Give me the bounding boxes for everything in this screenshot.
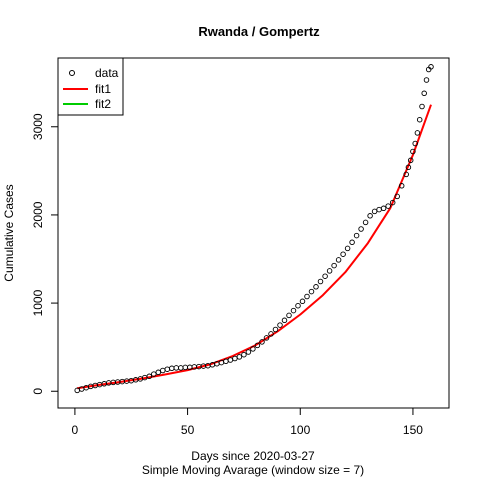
data-point (169, 365, 175, 372)
data-point (331, 262, 337, 269)
legend-data-marker (69, 70, 75, 76)
data-point (74, 387, 80, 394)
data-point (182, 364, 189, 371)
data-point (223, 358, 229, 365)
x-tick-label: 0 (72, 423, 79, 437)
data-point (151, 371, 157, 377)
y-axis: 0 1000 2000 3000 (31, 113, 58, 395)
legend-data-label: data (95, 66, 119, 80)
data-point (371, 208, 378, 215)
data-point (164, 366, 171, 372)
y-axis-label: Cumulative Cases (2, 184, 16, 281)
y-tick-label: 3000 (31, 113, 45, 140)
chart-title: Rwanda / Gompertz (198, 24, 320, 39)
data-point (272, 326, 279, 333)
x-tick-label: 50 (181, 423, 195, 437)
data-point (389, 199, 396, 206)
data-point (353, 232, 360, 239)
data-point (268, 331, 274, 337)
data-point (236, 354, 243, 360)
data-point (423, 77, 430, 83)
data-point (385, 203, 391, 209)
legend-fit2-label: fit2 (95, 97, 111, 111)
legend-fit1-label: fit1 (95, 82, 111, 96)
data-point (308, 288, 315, 295)
data-point (286, 312, 292, 319)
data-point (419, 103, 425, 110)
data-point (304, 293, 310, 300)
legend: data fit1 fit2 (57, 57, 124, 116)
data-point (358, 226, 364, 232)
data-point (414, 130, 421, 136)
data-point (290, 307, 297, 314)
data-point (340, 251, 346, 257)
y-tick-label: 1000 (31, 289, 45, 316)
data-point (405, 164, 412, 171)
data-point (254, 342, 261, 349)
data-point (245, 349, 252, 355)
fit1-series (77, 104, 432, 390)
data-point (178, 365, 184, 371)
plot-frame (57, 57, 450, 409)
data-point (241, 351, 247, 358)
data-point (349, 239, 355, 246)
data-point (362, 219, 369, 226)
data-point (416, 116, 423, 123)
data-point (160, 367, 166, 374)
legend-box (57, 57, 124, 116)
data-point (155, 369, 162, 376)
data-point (403, 171, 409, 178)
data-point (394, 193, 400, 200)
data-point (322, 273, 328, 279)
x-axis-sublabel: Simple Moving Avarage (window size = 7) (142, 463, 364, 477)
data-point (367, 213, 373, 219)
data-point (313, 284, 319, 290)
data-point (326, 268, 333, 274)
data-point (259, 339, 265, 345)
data-point (232, 355, 238, 362)
data-series (74, 64, 434, 394)
data-point (317, 278, 324, 285)
x-tick-label: 100 (290, 423, 310, 437)
data-point (376, 206, 382, 213)
y-tick-label: 0 (31, 388, 45, 395)
data-point (250, 346, 256, 352)
data-point (335, 257, 342, 263)
data-point (398, 183, 405, 189)
data-point (277, 322, 283, 328)
data-point (428, 64, 434, 70)
data-point (295, 302, 301, 309)
data-point (281, 317, 288, 324)
data-point (421, 90, 427, 97)
data-point (173, 365, 180, 371)
fit1-line (77, 104, 432, 390)
data-point (146, 373, 153, 380)
data-point (263, 335, 270, 341)
y-tick-label: 2000 (31, 201, 45, 228)
data-point (299, 298, 306, 305)
data-point (227, 357, 234, 363)
x-axis-label: Days since 2020-03-27 (191, 449, 315, 463)
x-tick-label: 150 (403, 423, 423, 437)
data-point (380, 205, 387, 212)
x-axis: 0 50 100 150 (72, 408, 423, 437)
data-point (407, 157, 414, 164)
data-point (344, 245, 351, 252)
data-point (412, 140, 418, 147)
data-point (410, 148, 416, 155)
